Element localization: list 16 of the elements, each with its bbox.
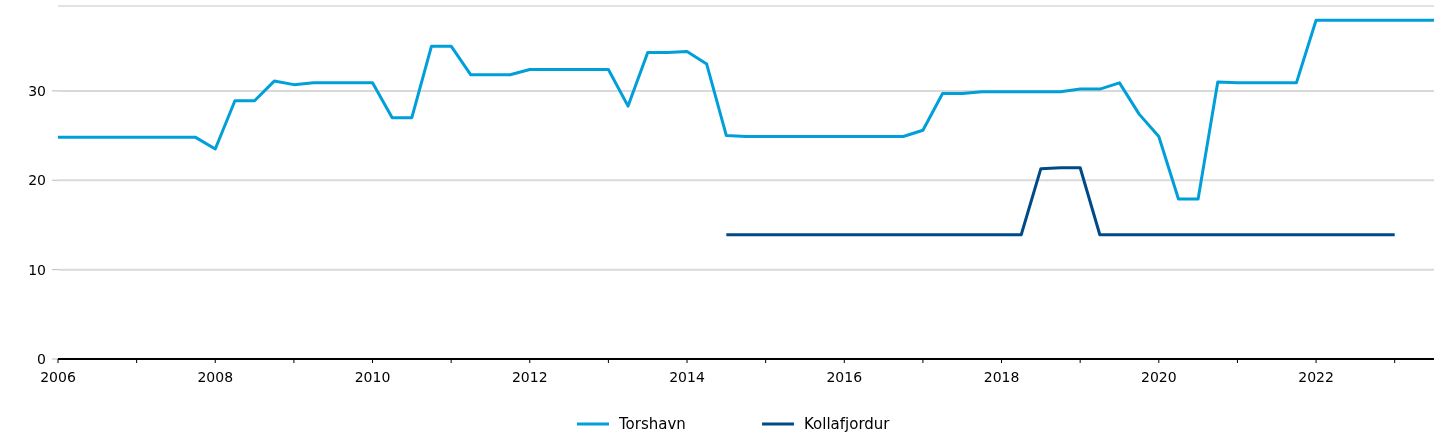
x-tick-label: 2014 (669, 369, 705, 385)
line-series (56, 18, 1434, 201)
legend-label: Torshavn (618, 415, 686, 432)
x-tick-label: 2012 (511, 369, 548, 385)
y-tick-label: 10 (28, 261, 46, 278)
x-tick-label: 2020 (1140, 369, 1177, 385)
x-tick-label: 2008 (197, 369, 234, 385)
y-tick-label: 0 (37, 350, 46, 367)
x-tick-label: 2022 (1298, 369, 1334, 385)
legend-label: Kollafjordur (804, 415, 891, 432)
x-tick-label: 2010 (354, 369, 391, 385)
x-tick-label: 2006 (40, 369, 76, 385)
x-tick-label: 2016 (826, 369, 863, 385)
x-tick-label: 2018 (983, 369, 1020, 385)
y-tick-label: 20 (28, 172, 46, 189)
y-tick-label: 30 (28, 82, 46, 99)
